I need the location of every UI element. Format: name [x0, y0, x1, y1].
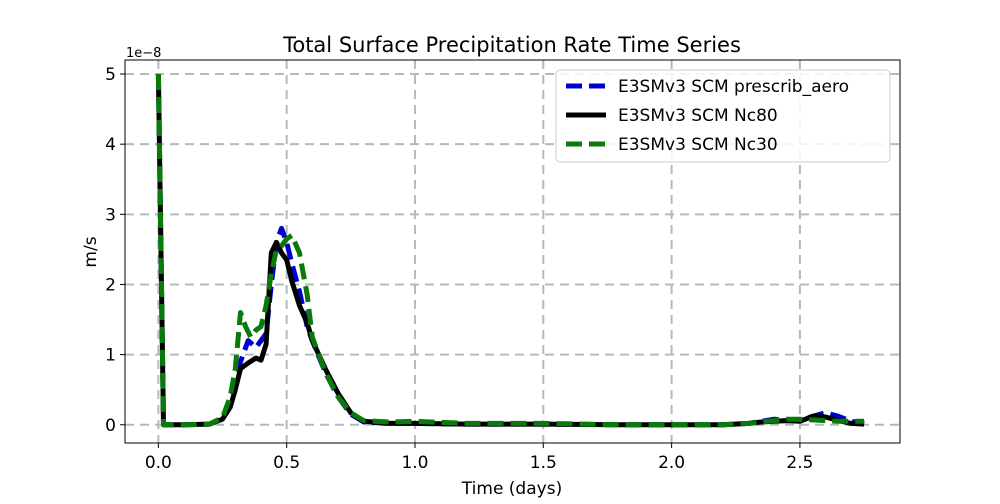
legend-label: E3SMv3 SCM prescrib_aero [618, 77, 849, 97]
y-tick-label: 0 [105, 416, 116, 436]
y-tick-label: 3 [105, 205, 116, 225]
y-tick-label: 1 [105, 346, 116, 366]
x-axis: 0.0 0.5 1.0 1.5 2.0 2.5 [145, 443, 813, 473]
legend-box [555, 69, 891, 163]
x-axis-label: Time (days) [461, 479, 562, 499]
legend-label: E3SMv3 SCM Nc30 [618, 135, 778, 155]
chart-title: Total Surface Precipitation Rate Time Se… [282, 33, 741, 57]
axes-frame [124, 59, 901, 444]
y-axis-label: m/s [81, 236, 101, 267]
x-tick-label: 2.0 [658, 453, 685, 473]
legend: E3SMv3 SCM prescrib_aero E3SMv3 SCM Nc80 E… [555, 69, 891, 163]
y-tick-label: 4 [105, 135, 116, 155]
y-tick-label: 2 [105, 275, 116, 295]
plot-area [155, 73, 865, 428]
x-tick-label: 1.5 [530, 453, 557, 473]
legend-label: E3SMv3 SCM Nc80 [618, 106, 778, 126]
x-tick-label: 2.5 [786, 453, 813, 473]
series-line-3 [155, 73, 865, 428]
x-tick-label: 0.0 [145, 453, 172, 473]
y-offset-text: 1e−8 [126, 46, 161, 61]
x-tick-label: 1.0 [401, 453, 428, 473]
y-axis: 0 1 2 3 4 5 [105, 65, 125, 436]
x-tick-label: 0.5 [273, 453, 300, 473]
y-tick-label: 5 [105, 65, 116, 85]
